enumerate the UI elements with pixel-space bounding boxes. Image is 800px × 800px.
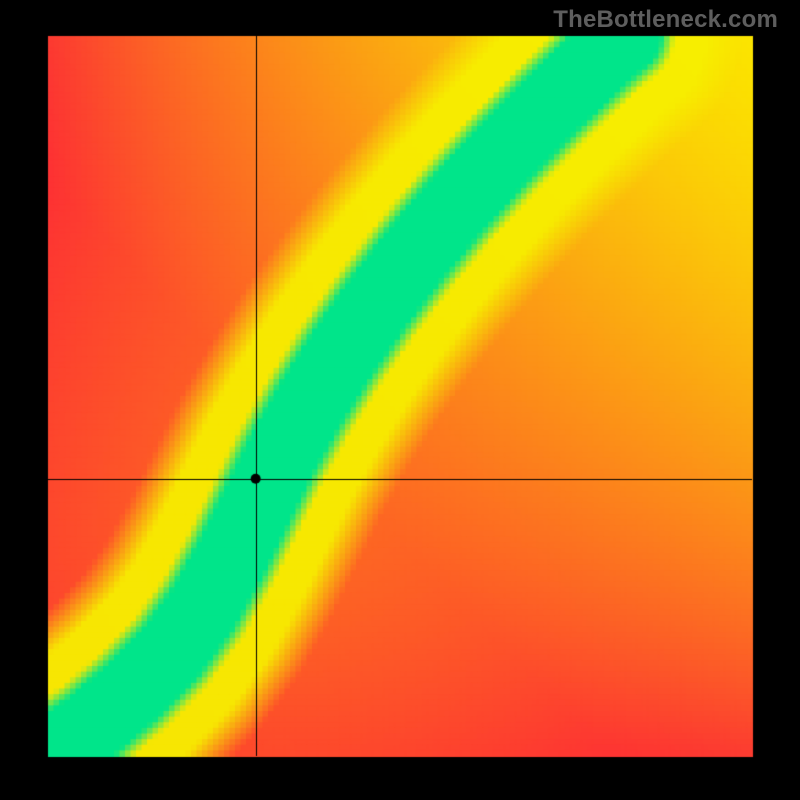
bottleneck-heatmap xyxy=(0,0,800,800)
watermark-text: TheBottleneck.com xyxy=(553,6,778,34)
